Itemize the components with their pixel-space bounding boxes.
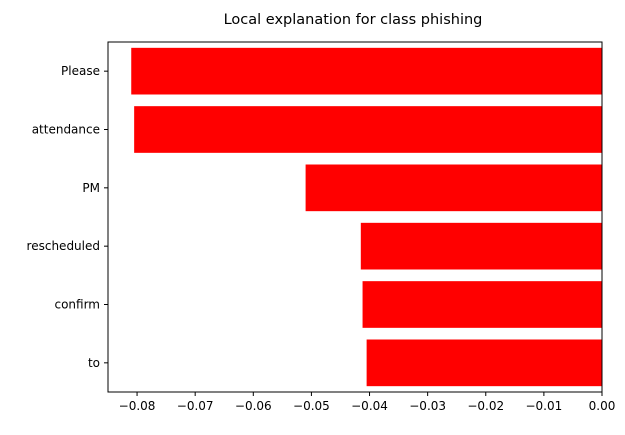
plot-frame bbox=[107, 41, 603, 393]
x-tick-label: 0.00 bbox=[589, 399, 616, 413]
bar-confirm bbox=[362, 281, 602, 328]
y-tick-label: rescheduled bbox=[27, 239, 100, 253]
y-tick-label: confirm bbox=[54, 298, 100, 312]
y-tick-label: to bbox=[88, 356, 100, 370]
x-tick-label: −0.08 bbox=[119, 399, 156, 413]
y-tick-label: attendance bbox=[32, 123, 100, 137]
x-axis: −0.08 −0.07 −0.06 −0.05 −0.04 −0.03 −0.02 −0.01… bbox=[119, 392, 616, 413]
x-tick-label: −0.05 bbox=[293, 399, 330, 413]
x-tick-label: −0.07 bbox=[177, 399, 214, 413]
bar-to bbox=[366, 339, 602, 387]
x-tick-label: −0.03 bbox=[409, 399, 446, 413]
bar-pm bbox=[305, 164, 602, 212]
y-axis: Please attendance PM rescheduled confirm to bbox=[27, 64, 108, 370]
bars-group bbox=[131, 47, 602, 387]
x-tick-label: −0.01 bbox=[525, 399, 562, 413]
x-tick-label: −0.06 bbox=[235, 399, 272, 413]
y-tick-label: Please bbox=[61, 64, 100, 78]
y-tick-label: PM bbox=[82, 181, 100, 195]
x-tick-label: −0.04 bbox=[351, 399, 388, 413]
bar-rescheduled bbox=[360, 222, 602, 270]
bar-please bbox=[131, 47, 602, 95]
x-tick-label: −0.02 bbox=[467, 399, 504, 413]
bar-attendance bbox=[134, 106, 602, 153]
chart-title: Local explanation for class phishing bbox=[224, 12, 483, 28]
